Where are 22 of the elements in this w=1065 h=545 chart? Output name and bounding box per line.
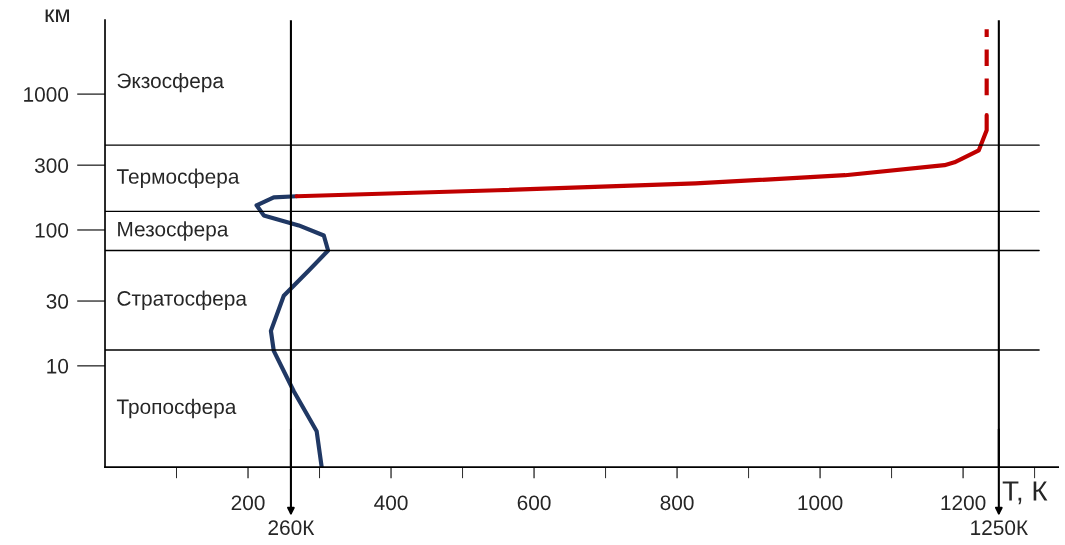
x-tick-label: 1200 [941, 495, 986, 511]
x-axis-title: T, К [1002, 481, 1048, 505]
y-axis-title: км [45, 9, 69, 22]
x-tick-label: 400 [374, 495, 408, 511]
y-tick-label: 30 [46, 294, 69, 309]
annotation: Экзосфера [117, 72, 224, 93]
annotation: Стратосфера [117, 290, 247, 310]
x-tick-label: 200 [231, 495, 265, 511]
x-tick-label: 1000 [798, 495, 843, 511]
line-series [294, 113, 989, 199]
annotation: Мезосфера [118, 221, 229, 241]
line-series [254, 194, 331, 468]
y-tick-label: 1000 [24, 87, 69, 102]
y-tick-label: 10 [47, 358, 69, 374]
annotation: Тропосфера [116, 398, 237, 419]
ref-line-label: 260К [268, 520, 315, 536]
x-tick-label: 800 [660, 495, 694, 511]
y-tick-label: 300 [34, 158, 69, 173]
x-tick-label: 600 [517, 495, 551, 511]
annotation: Термосфера [116, 168, 240, 188]
y-tick-label: 100 [35, 222, 69, 238]
ref-line-label: 1250К [971, 520, 1028, 536]
